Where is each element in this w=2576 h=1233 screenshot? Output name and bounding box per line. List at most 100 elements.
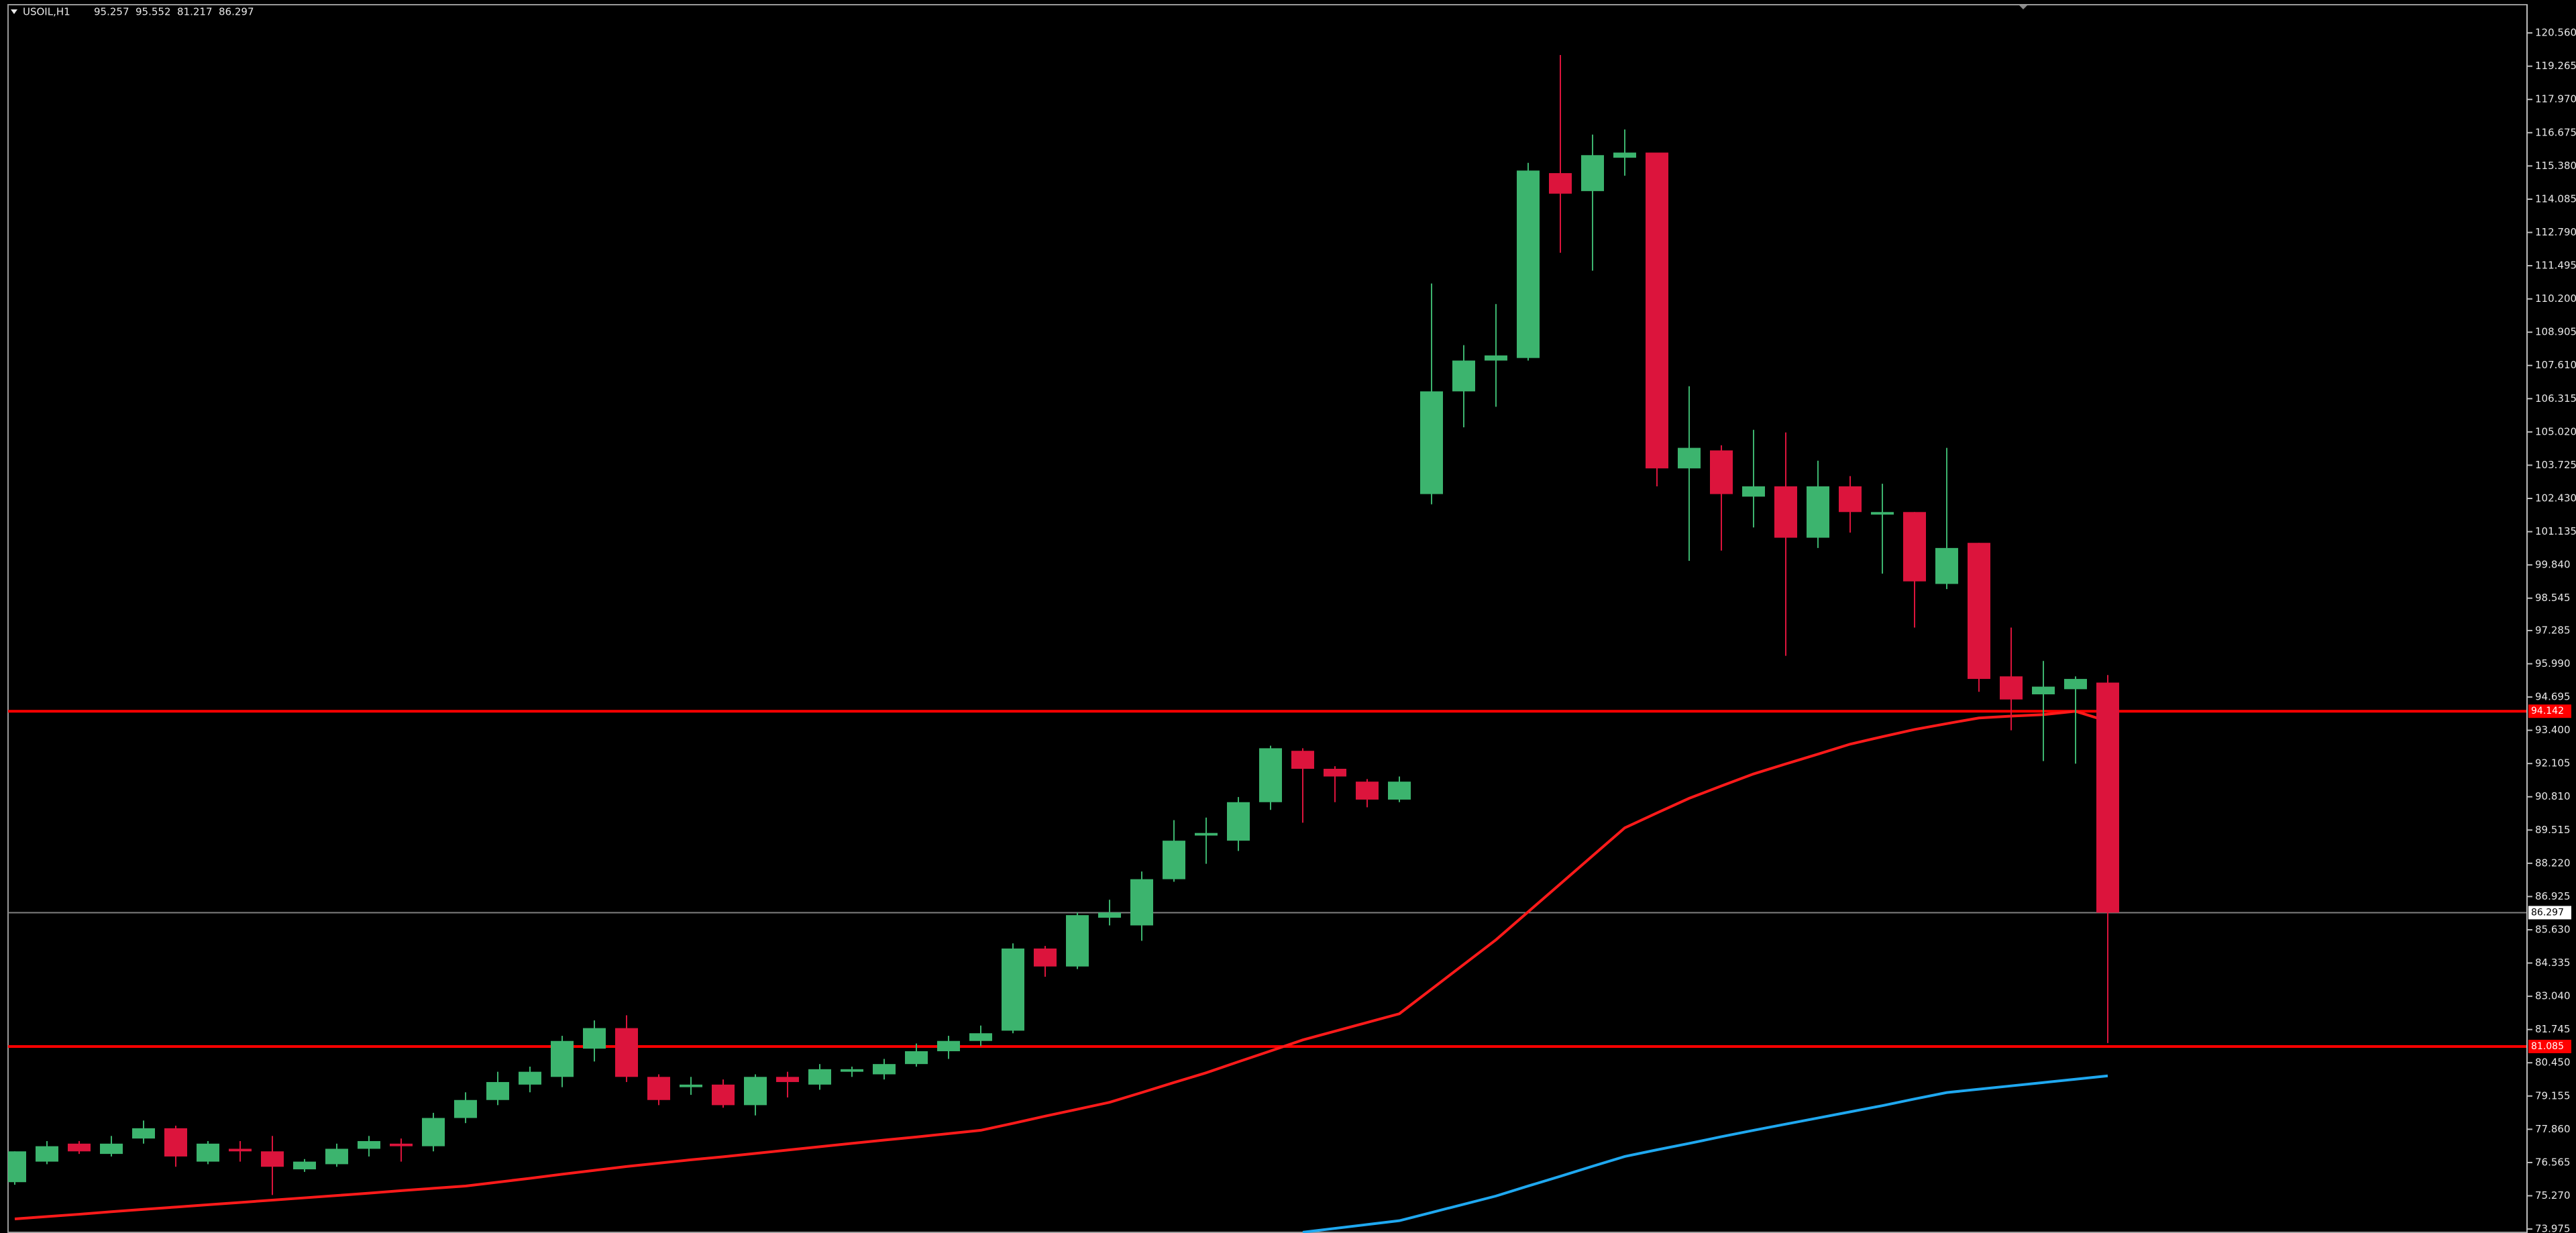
- candle-body: [454, 1100, 477, 1118]
- y-tick-label: 95.990: [2535, 657, 2571, 669]
- candle-body: [873, 1064, 896, 1075]
- candle-body: [1517, 170, 1540, 358]
- y-tick-label: 120.560: [2535, 27, 2576, 39]
- header-close: 86.297: [219, 6, 254, 18]
- candle-body: [1613, 152, 1636, 158]
- candle-body: [1871, 512, 1894, 515]
- candle-body: [1807, 486, 1829, 538]
- y-tick-label: 84.335: [2535, 957, 2571, 969]
- candle-body: [905, 1051, 928, 1065]
- y-tick-label: 111.495: [2535, 260, 2576, 272]
- candle-body: [325, 1148, 348, 1165]
- y-tick-label: 116.675: [2535, 126, 2576, 138]
- candle-body: [1227, 802, 1250, 841]
- y-tick-label: 119.265: [2535, 60, 2576, 72]
- candle-body: [615, 1028, 638, 1077]
- y-tick-label: 103.725: [2535, 459, 2576, 471]
- price-tag: [2528, 1039, 2571, 1053]
- y-tick-label: 106.315: [2535, 392, 2576, 405]
- candle-body: [1742, 486, 1765, 497]
- header-low: 81.217: [177, 6, 213, 18]
- symbol: USOIL,H1: [23, 6, 70, 18]
- candle-body: [1678, 447, 1701, 469]
- candle-body: [100, 1143, 123, 1155]
- header-high: 95.552: [136, 6, 171, 18]
- candle-body: [1002, 948, 1024, 1031]
- candle-body: [1903, 512, 1926, 582]
- candle-body: [2000, 676, 2023, 700]
- y-tick-label: 83.040: [2535, 990, 2571, 1002]
- candle-body: [712, 1084, 735, 1106]
- candle-body: [1130, 879, 1153, 926]
- candle-body: [390, 1143, 413, 1146]
- y-tick-label: 110.200: [2535, 292, 2576, 305]
- candle-body: [1581, 155, 1604, 191]
- candle-body: [229, 1148, 252, 1152]
- candle-body: [841, 1069, 863, 1072]
- candle-body: [744, 1077, 767, 1106]
- candle-body: [1259, 748, 1282, 802]
- candle-body: [776, 1077, 799, 1082]
- y-tick-label: 105.020: [2535, 425, 2576, 437]
- candle-body: [1066, 915, 1089, 967]
- menu-arrow[interactable]: [11, 9, 17, 14]
- y-tick-label: 93.400: [2535, 724, 2571, 736]
- plot-area: [8, 55, 2527, 1233]
- y-tick-label: 102.430: [2535, 492, 2576, 504]
- candle-body: [1839, 486, 1862, 513]
- candle-body: [969, 1033, 992, 1041]
- y-tick-label: 75.270: [2535, 1189, 2571, 1201]
- y-tick-label: 98.545: [2535, 592, 2571, 604]
- y-tick-label: 107.610: [2535, 359, 2576, 371]
- price-tag-label: 86.297: [2531, 907, 2564, 918]
- candle-body: [1291, 751, 1314, 769]
- y-tick-label: 101.135: [2535, 525, 2576, 537]
- y-tick-label: 94.695: [2535, 691, 2571, 703]
- price-tag-label: 94.142: [2531, 706, 2564, 716]
- y-tick-label: 112.790: [2535, 226, 2576, 238]
- candle-body: [68, 1143, 91, 1152]
- price-tag-label: 81.085: [2531, 1041, 2564, 1052]
- y-tick-label: 77.860: [2535, 1123, 2571, 1135]
- y-tick-label: 73.975: [2535, 1223, 2571, 1233]
- candle-body: [1452, 360, 1475, 392]
- header-open: 95.257: [94, 6, 129, 18]
- candle-body: [1098, 912, 1121, 918]
- candle-body: [1163, 841, 1185, 879]
- y-tick-label: 92.105: [2535, 757, 2571, 769]
- candle-body: [2032, 686, 2055, 695]
- y-tick-label: 114.085: [2535, 193, 2576, 205]
- candle-body: [1549, 173, 1572, 194]
- candle-body: [261, 1151, 284, 1167]
- candle-body: [1420, 391, 1443, 494]
- shift-marker: [2019, 5, 2027, 9]
- candle-body: [551, 1040, 574, 1077]
- candle-body: [937, 1040, 960, 1052]
- candle-body: [1356, 782, 1379, 800]
- candle-body: [132, 1128, 155, 1139]
- moving-average: [1302, 1074, 2108, 1233]
- y-tick-label: 86.925: [2535, 890, 2571, 902]
- candle-body: [422, 1118, 445, 1146]
- candle-body: [1388, 782, 1411, 800]
- y-tick-label: 115.380: [2535, 160, 2576, 172]
- candle-body: [2064, 679, 2087, 690]
- candle-body: [1935, 547, 1958, 584]
- y-tick-label: 108.905: [2535, 326, 2576, 338]
- candle-body: [197, 1143, 219, 1162]
- candle-body: [808, 1069, 831, 1085]
- y-tick-label: 90.810: [2535, 790, 2571, 802]
- price-axis: 120.560 119.265 117.970 116.675 115.380 114.0…: [2526, 5, 2576, 1233]
- candle-body: [164, 1128, 187, 1157]
- y-tick-label: 76.565: [2535, 1156, 2571, 1168]
- y-tick-label: 89.515: [2535, 824, 2571, 836]
- candle-body: [1646, 152, 1668, 469]
- candle-body: [1710, 450, 1733, 494]
- candle-body: [2096, 682, 2119, 913]
- candle-body: [36, 1146, 58, 1162]
- y-tick-label: 79.155: [2535, 1089, 2571, 1102]
- candle-body: [8, 1151, 26, 1183]
